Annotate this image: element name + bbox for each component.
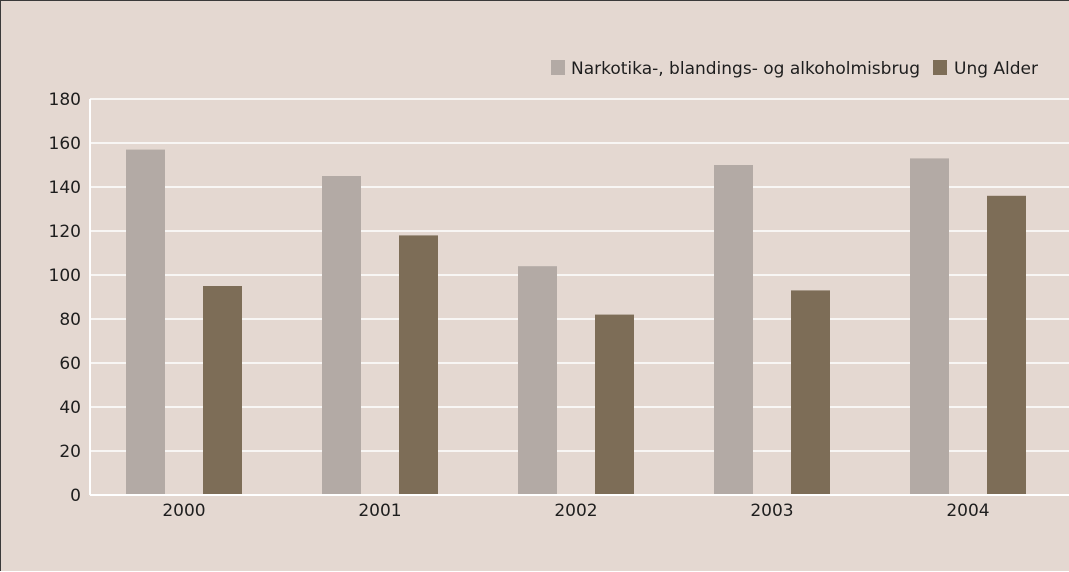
y-tick-label: 80 xyxy=(59,310,81,330)
x-tick-label: 2001 xyxy=(358,501,401,521)
legend: Narkotika-, blandings- og alkoholmisbrug… xyxy=(551,59,1038,79)
legend-label-ung-alder: Ung Alder xyxy=(954,59,1038,79)
bar-narkotika-2001 xyxy=(322,176,361,495)
x-tick-label: 2004 xyxy=(946,501,989,521)
bar-narkotika-2002 xyxy=(518,266,557,495)
legend-label-narkotika: Narkotika-, blandings- og alkoholmisbrug xyxy=(571,59,920,79)
y-tick-label: 100 xyxy=(49,266,81,286)
y-tick-label: 140 xyxy=(49,178,81,198)
legend-swatch-ung-alder xyxy=(933,60,947,75)
bar-narkotika-2003 xyxy=(714,165,753,495)
x-tick-label: 2000 xyxy=(162,501,205,521)
bar-narkotika-2000 xyxy=(126,149,165,495)
x-tick-label: 2002 xyxy=(554,501,597,521)
y-tick-label: 160 xyxy=(49,134,81,154)
x-tick-label: 2003 xyxy=(750,501,793,521)
y-tick-label: 40 xyxy=(59,398,81,418)
legend-swatch-narkotika xyxy=(551,60,565,75)
bars xyxy=(126,149,1026,496)
bar-ung-alder-2001 xyxy=(399,235,438,495)
x-tick-labels: 2000 2001 2002 2003 2004 xyxy=(162,501,989,521)
y-tick-label: 120 xyxy=(49,222,81,242)
y-tick-label: 0 xyxy=(70,486,81,506)
axes xyxy=(89,99,1069,496)
gridlines xyxy=(90,98,1069,452)
bar-ung-alder-2004 xyxy=(987,195,1026,496)
bar-ung-alder-2000 xyxy=(203,286,242,495)
y-tick-labels: 0 20 40 60 80 100 120 140 160 180 xyxy=(49,90,81,506)
bar-ung-alder-2003 xyxy=(791,290,830,495)
y-tick-label: 180 xyxy=(49,90,81,110)
bar-ung-alder-2002 xyxy=(595,314,634,495)
bar-narkotika-2004 xyxy=(910,158,949,495)
y-tick-label: 60 xyxy=(59,354,81,374)
y-tick-label: 20 xyxy=(59,442,81,462)
